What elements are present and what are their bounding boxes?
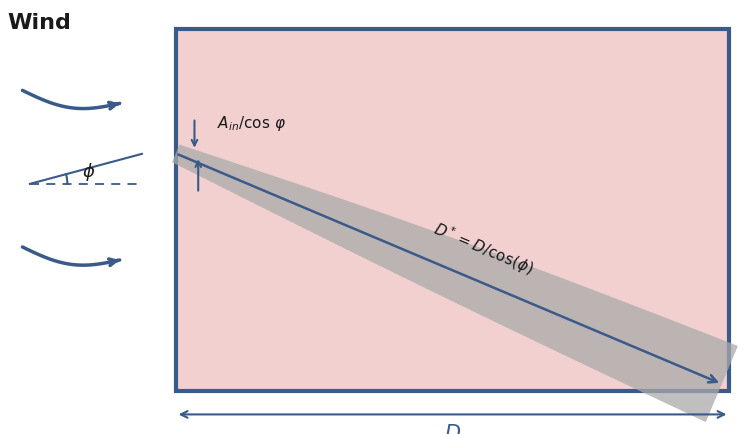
Bar (176, 30, 729, 391)
Text: $D^* = D/\cos(\phi)$: $D^* = D/\cos(\phi)$ (429, 217, 536, 279)
Text: $A_{in}/\cos\,\varphi$: $A_{in}/\cos\,\varphi$ (217, 113, 286, 132)
Text: ϕ: ϕ (82, 162, 94, 180)
Text: Wind: Wind (7, 13, 71, 33)
Text: D: D (444, 423, 461, 434)
Polygon shape (172, 145, 738, 422)
